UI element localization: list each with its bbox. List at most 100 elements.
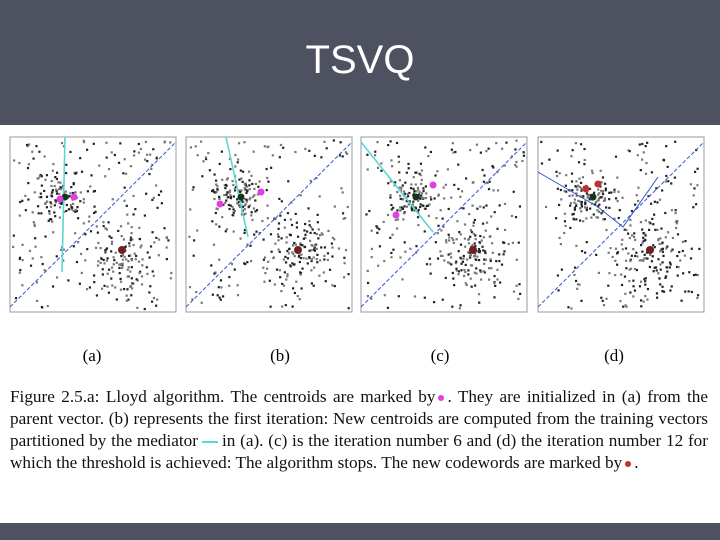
sample-point — [245, 185, 249, 188]
sample-point — [583, 162, 586, 166]
sample-point — [390, 251, 393, 255]
sample-point — [673, 176, 677, 179]
sample-point — [118, 272, 121, 275]
sample-point — [614, 197, 618, 200]
sample-point — [211, 293, 214, 296]
sample-point — [139, 147, 143, 151]
sample-point — [120, 262, 124, 266]
sample-point — [232, 211, 235, 214]
sample-point — [289, 234, 292, 237]
sample-point — [295, 226, 299, 229]
sample-point — [232, 195, 235, 198]
sample-point — [90, 174, 93, 177]
sample-point — [452, 238, 455, 242]
sample-point — [117, 229, 120, 232]
sample-point — [284, 255, 287, 258]
sample-point — [344, 151, 348, 154]
sample-point — [580, 205, 584, 208]
sample-point — [250, 214, 253, 217]
sample-point — [318, 234, 322, 237]
sample-point — [661, 247, 665, 250]
sample-point — [214, 211, 217, 215]
sample-point — [574, 142, 577, 145]
sample-point — [38, 175, 41, 178]
sample-point — [580, 189, 583, 192]
sample-point — [21, 199, 24, 202]
sample-point — [232, 230, 235, 233]
sample-point — [478, 250, 482, 253]
sample-point — [366, 168, 369, 171]
sample-point — [556, 274, 560, 277]
sample-point — [141, 264, 144, 267]
sample-point — [601, 190, 605, 193]
cluster-center — [237, 193, 245, 201]
sample-point — [420, 192, 424, 195]
sample-point — [323, 246, 327, 249]
sample-point — [464, 245, 467, 248]
sample-point — [252, 150, 255, 153]
sample-point — [123, 199, 126, 202]
sample-point — [131, 282, 134, 285]
sample-point — [413, 295, 417, 298]
sample-point — [469, 229, 472, 232]
sample-point — [280, 290, 283, 293]
sample-point — [225, 193, 228, 196]
sample-point — [253, 233, 256, 236]
sample-point — [641, 250, 644, 253]
sample-point — [556, 187, 559, 190]
sample-point — [239, 204, 242, 207]
sample-point — [563, 220, 567, 223]
sample-point — [491, 251, 494, 254]
sample-point — [411, 203, 415, 206]
sample-point — [69, 204, 72, 207]
sample-point — [399, 189, 403, 192]
sample-point — [656, 201, 659, 204]
sample-point — [556, 149, 559, 152]
sample-point — [326, 258, 329, 262]
sample-point — [463, 237, 467, 240]
sample-point — [105, 247, 109, 250]
sample-point — [278, 197, 281, 200]
sample-point — [597, 205, 600, 208]
sample-point — [669, 263, 672, 266]
sample-point — [657, 238, 660, 241]
sample-point — [434, 241, 437, 244]
sample-point — [253, 194, 256, 197]
sample-point — [658, 242, 661, 246]
panel-label: (b) — [270, 346, 290, 365]
sample-point — [304, 236, 307, 239]
sample-point — [310, 258, 314, 261]
sample-point — [617, 216, 620, 220]
sample-point — [403, 241, 406, 244]
sample-point — [420, 196, 423, 199]
sample-point — [611, 255, 614, 259]
sample-point — [107, 167, 111, 171]
sample-point — [624, 304, 627, 307]
sample-point — [254, 199, 257, 202]
sample-point — [435, 216, 438, 220]
sample-point — [514, 148, 517, 151]
sample-point — [50, 179, 53, 183]
sample-point — [151, 198, 154, 202]
sample-point — [40, 256, 43, 259]
sample-point — [470, 285, 473, 288]
sample-point — [659, 250, 662, 253]
sample-point — [454, 262, 457, 265]
sample-point — [49, 201, 52, 204]
sample-point — [424, 146, 427, 149]
sample-point — [394, 218, 397, 222]
sample-point — [146, 272, 149, 276]
sample-point — [690, 290, 693, 294]
sample-point — [257, 185, 260, 188]
sample-point — [294, 150, 297, 154]
sample-point — [207, 152, 210, 155]
sample-point — [495, 141, 498, 145]
sample-point — [262, 258, 265, 261]
sample-point — [233, 189, 237, 192]
sample-point — [603, 182, 607, 185]
sample-point — [464, 263, 467, 267]
sample-point — [555, 174, 559, 178]
sample-point — [310, 269, 313, 272]
sample-point — [512, 190, 515, 193]
sample-point — [564, 224, 567, 228]
